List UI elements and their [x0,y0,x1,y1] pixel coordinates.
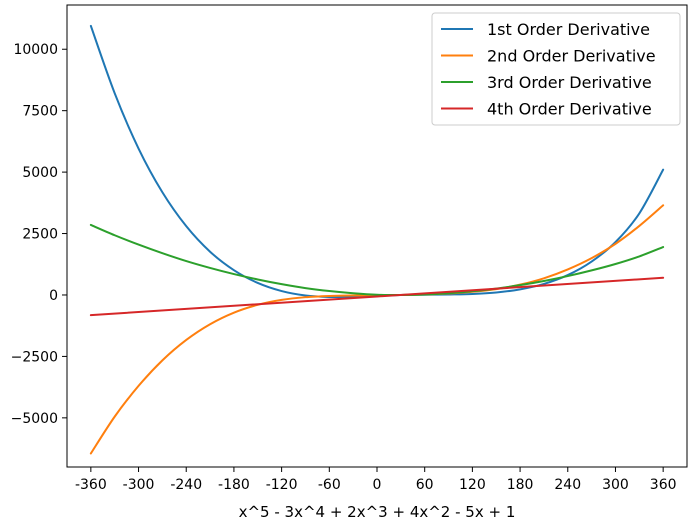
x-axis: -360 -300 -240 -180 -120 -60 0 60 120 180 240 300 36… [75,467,677,493]
series-line-2 [89,204,665,455]
x-tick-label: -300 [123,477,155,493]
x-tick-label: 360 [650,477,677,493]
legend: 1st Order Derivative 2nd Order Derivative… [431,12,681,126]
y-tick-label: −2500 [11,349,58,365]
x-tick-label: -60 [318,477,341,493]
x-tick-label: -360 [75,477,107,493]
series-line-4 [89,276,665,317]
y-tick-label: −5000 [11,411,58,427]
x-tick-label: 180 [507,477,534,493]
x-tick-label: -240 [170,477,202,493]
x-tick-label: 0 [373,477,382,493]
y-tick-label: 7500 [22,104,58,120]
x-axis-label: x^5 - 3x^4 + 2x^3 + 4x^2 - 5x + 1 [239,503,516,521]
x-tick-label: 300 [602,477,629,493]
x-tick-label: 240 [554,477,581,493]
y-tick-label: 2500 [22,227,58,243]
x-tick-label: 60 [416,477,434,493]
legend-label-1: 1st Order Derivative [487,20,650,39]
x-tick-label: -120 [266,477,298,493]
y-tick-label: 5000 [22,165,58,181]
legend-box [431,12,681,126]
plot-marks [89,24,665,455]
y-tick-label: 0 [49,288,58,304]
legend-label-3: 3rd Order Derivative [487,73,652,92]
legend-label-2: 2nd Order Derivative [487,47,656,66]
y-axis: −5000 −2500 0 2500 5000 7500 10000 [11,42,67,427]
x-tick-label: 120 [459,477,486,493]
legend-label-4: 4th Order Derivative [487,100,652,119]
x-tick-label: -180 [218,477,250,493]
series-line-3 [89,223,665,296]
y-tick-label: 10000 [13,42,58,58]
